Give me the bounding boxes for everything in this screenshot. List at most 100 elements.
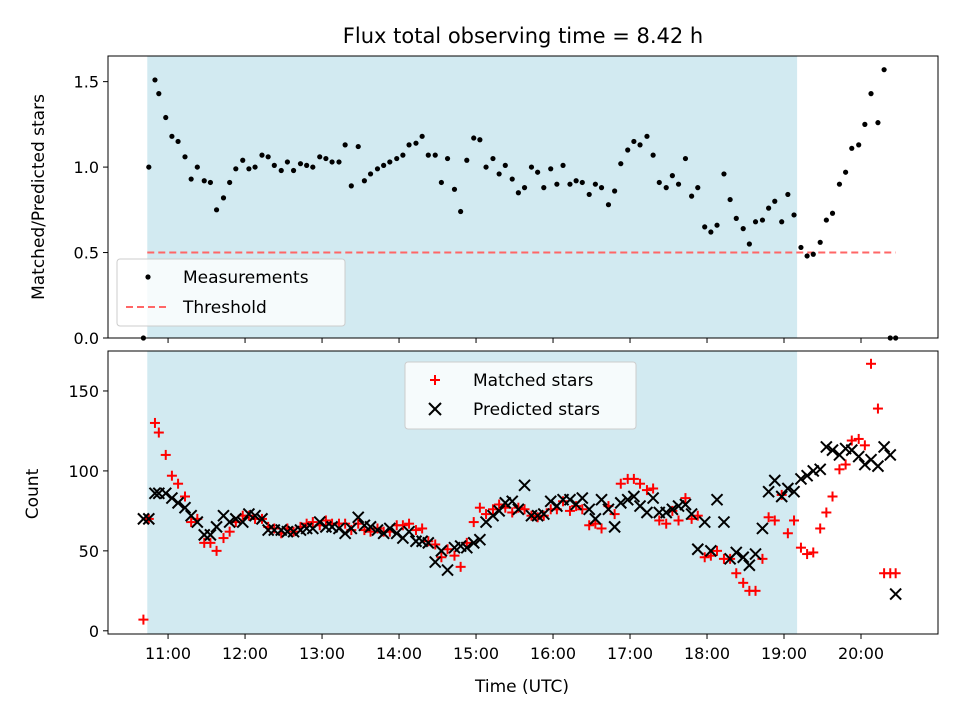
measurement-point [515, 190, 521, 196]
measurement-point [413, 140, 419, 146]
measurement-point [721, 171, 727, 177]
matched-star-point [423, 536, 434, 547]
matched-star-point [430, 539, 441, 550]
predicted-star-point [762, 485, 775, 498]
bottom-y-ticks: 0 50 100 150 [68, 382, 108, 641]
predicted-star-point [640, 506, 654, 519]
predicted-star-point [660, 506, 673, 519]
measurement-point [612, 188, 618, 194]
matched-star-point [513, 502, 524, 513]
predicted-star-point [621, 493, 634, 506]
measurement-point [477, 137, 483, 143]
matched-star-point [872, 403, 883, 414]
matched-star-point [834, 464, 845, 475]
top-panel: 0.0 0.5 1.0 1.5 Flux total observing time =… [29, 24, 939, 348]
measurement-point [425, 152, 431, 158]
matched-star-point [153, 427, 164, 438]
top-legend: Measurements Threshold [116, 258, 346, 327]
predicted-star-point [429, 555, 442, 569]
matched-star-point [815, 523, 826, 534]
predicted-star-point [698, 515, 711, 529]
measurement-point [843, 169, 849, 175]
matched-star-point [705, 550, 716, 561]
matched-star-point [859, 440, 870, 451]
predicted-star-point [229, 512, 243, 526]
matched-star-point [538, 510, 549, 521]
matched-star-point [218, 533, 229, 544]
predicted-star-point [171, 496, 185, 510]
predicted-star-point [717, 515, 731, 529]
measurement-point [548, 166, 554, 172]
y-tick-label: 0.0 [74, 329, 99, 348]
measurement-points-layer [140, 67, 899, 341]
matched-star-point [712, 545, 723, 556]
matched-star-point [673, 515, 684, 526]
predicted-star-point [506, 495, 519, 508]
measurement-point [336, 159, 342, 165]
measurement-point [759, 217, 766, 223]
matched-star-point [661, 518, 672, 529]
measurement-point [656, 179, 662, 186]
predicted-star-point [884, 448, 897, 462]
measurement-point [329, 159, 335, 165]
measurement-point [400, 152, 406, 158]
predicted-star-point [768, 474, 781, 487]
measurement-point [817, 239, 823, 245]
matched-star-point [827, 491, 838, 502]
measurement-point [810, 251, 816, 257]
predicted-star-point [852, 450, 865, 463]
legend-x-marker [428, 402, 442, 416]
predicted-star-point [255, 512, 269, 526]
matched-star-point [205, 537, 216, 548]
matched-star-point [776, 489, 787, 500]
legend-label-predicted-stars: Predicted stars [473, 400, 600, 420]
matched-star-point [635, 478, 646, 489]
bottom-x-ticks: 11:00 12:00 13:00 14:00 15:00 16:00 17:00 18:00… [145, 634, 884, 663]
predicted-star-point [512, 503, 525, 516]
matched-star-point [410, 525, 421, 536]
measurement-point [856, 142, 862, 148]
matched-star-point [307, 517, 318, 528]
measurement-point [644, 133, 650, 139]
measurement-point [625, 147, 631, 153]
matched-star-point [243, 510, 254, 521]
chart-title: Flux total observing time = 8.42 h [343, 24, 703, 48]
matched-star-point [731, 568, 742, 579]
measurement-point [156, 91, 162, 97]
matched-star-point [455, 561, 466, 572]
matched-star-point [866, 358, 877, 369]
measurement-point [323, 155, 329, 162]
predicted-star-point [743, 559, 756, 572]
measurement-point [804, 253, 810, 259]
matched-star-point [648, 483, 659, 494]
measurement-point [451, 186, 458, 192]
x-tick-label: 13:00 [299, 644, 345, 663]
predicted-star-point [877, 440, 891, 454]
measurement-point [535, 169, 541, 175]
y-tick-label: 0.5 [74, 244, 99, 263]
measurement-point [554, 181, 560, 187]
matched-star-point [138, 614, 149, 625]
measurement-point [849, 145, 855, 151]
count-points-layer [137, 358, 902, 625]
predicted-star-point [148, 487, 162, 500]
measurement-point [496, 171, 502, 177]
matched-star-point [468, 517, 479, 528]
measurement-point [521, 185, 528, 191]
x-axis-label: Time (UTC) [474, 677, 569, 697]
predicted-star-point [422, 536, 435, 550]
y-tick-label: 0 [89, 622, 99, 641]
matched-star-point [615, 478, 626, 489]
predicted-star-point [730, 546, 743, 559]
predicted-star-point [223, 515, 236, 529]
predicted-star-point [710, 493, 724, 506]
matched-star-point [449, 550, 460, 561]
predicted-star-point [248, 509, 262, 522]
predicted-star-point [794, 472, 808, 486]
x-tick-label: 15:00 [453, 644, 499, 663]
measurement-point [689, 193, 695, 199]
x-tick-label: 16:00 [530, 644, 576, 663]
matched-star-point [590, 518, 601, 529]
predicted-star-point [871, 459, 885, 473]
